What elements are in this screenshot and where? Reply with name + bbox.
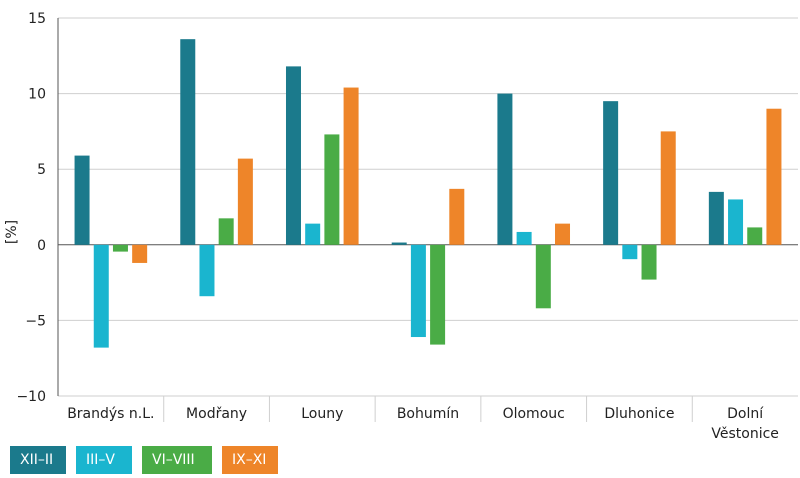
- category-labels: Brandýs n.L. Modřany Louny Bohumín Olomouc Dl…: [67, 406, 779, 442]
- bars: [74, 39, 782, 422]
- y-tick-labels: 15 10 5 0 −5 −10: [16, 11, 46, 405]
- y-tick-label: 15: [28, 11, 46, 27]
- grid-lines: [57, 17, 798, 397]
- bar: [535, 244, 551, 309]
- category-label: Brandýs n.L.: [67, 406, 154, 422]
- bar: [93, 244, 109, 348]
- bar: [324, 134, 340, 245]
- bar: [449, 188, 465, 245]
- bar: [622, 244, 638, 260]
- bar: [555, 223, 571, 245]
- bar: [132, 244, 148, 263]
- legend-item: IX–XI: [222, 446, 278, 474]
- y-tick-label: −10: [16, 389, 46, 405]
- bar: [430, 244, 446, 345]
- y-tick-label: 0: [37, 238, 46, 254]
- bar: [237, 158, 253, 245]
- legend-item: III–V: [76, 446, 132, 474]
- y-tick-label: 5: [37, 162, 46, 178]
- bar: [180, 39, 196, 245]
- y-tick-label: −5: [25, 313, 46, 329]
- bar: [497, 93, 513, 245]
- bar: [516, 231, 532, 245]
- bar: [285, 66, 301, 245]
- category-label: Dluhonice: [604, 406, 674, 422]
- legend-item: VI–VIII: [142, 446, 212, 474]
- bar: [660, 131, 676, 245]
- bar: [603, 101, 619, 245]
- bar: [112, 244, 128, 252]
- bar: [766, 108, 782, 245]
- category-label: Olomouc: [503, 406, 565, 422]
- category-label: Modřany: [186, 406, 247, 422]
- bar: [218, 218, 234, 245]
- y-axis-label: [%]: [4, 220, 20, 244]
- y-tick-label: 10: [28, 87, 46, 103]
- bar: [708, 191, 724, 245]
- bar: [728, 199, 744, 245]
- bar: [305, 223, 321, 245]
- bar: [74, 155, 90, 245]
- bar: [343, 87, 359, 245]
- bar: [410, 244, 426, 338]
- category-label: Dolní Věstonice: [711, 406, 779, 442]
- bar: [391, 242, 407, 245]
- bar: [747, 227, 763, 245]
- bar: [641, 244, 657, 280]
- category-label: Bohumín: [397, 406, 459, 422]
- legend: XII–II III–V VI–VIII IX–XI: [10, 446, 288, 474]
- bar: [199, 244, 215, 297]
- category-label: Louny: [301, 406, 343, 422]
- legend-item: XII–II: [10, 446, 66, 474]
